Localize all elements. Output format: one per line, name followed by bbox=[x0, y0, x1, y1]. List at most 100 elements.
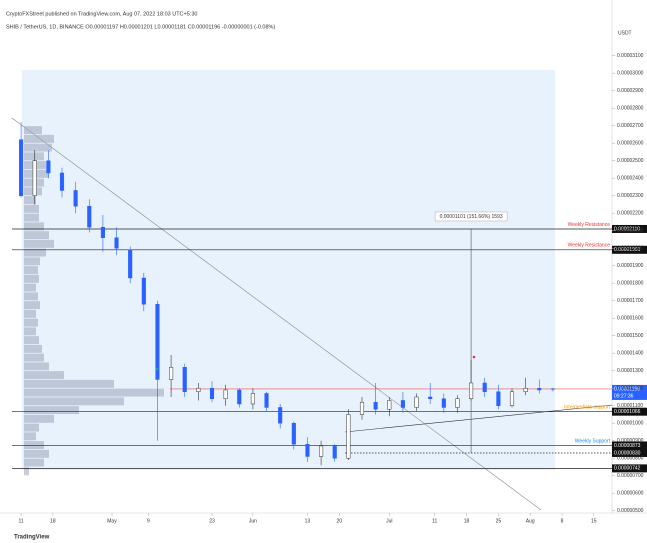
measure-label: 0.00001101 (151.66%) 1593 bbox=[440, 214, 503, 220]
y-tick-label: 0.00001600 bbox=[617, 316, 644, 322]
candle-body bbox=[196, 387, 201, 392]
y-tick-label: 0.00001100 bbox=[617, 403, 643, 409]
profile-bar bbox=[24, 231, 49, 240]
level-price-box bbox=[612, 245, 647, 254]
profile-bar bbox=[24, 309, 36, 318]
y-tick-label: 0.00002800 bbox=[617, 106, 644, 112]
x-tick-label: 18 bbox=[464, 518, 470, 524]
profile-bar bbox=[24, 371, 64, 380]
candle-body bbox=[169, 366, 174, 380]
y-tick-label: 0.00001900 bbox=[617, 263, 644, 269]
y-tick-label: 0.00002600 bbox=[617, 141, 644, 147]
candle-body bbox=[305, 443, 310, 457]
candle-body bbox=[523, 387, 528, 392]
profile-bar bbox=[24, 126, 42, 135]
x-tick-label: 20 bbox=[336, 518, 342, 524]
y-tick-label: 0.00002100 bbox=[617, 228, 644, 234]
profile-bar bbox=[24, 143, 52, 152]
profile-bar bbox=[24, 283, 36, 292]
level-price: 0.00002110 bbox=[614, 226, 640, 232]
x-tick-label: Jun bbox=[249, 518, 257, 524]
profile-bar bbox=[24, 397, 124, 406]
y-tick-label: 0.00002900 bbox=[617, 88, 644, 94]
level-price: 0.00001066 bbox=[614, 409, 641, 415]
candle-body bbox=[114, 237, 119, 249]
y-tick-label: 0.00000800 bbox=[617, 456, 644, 462]
profile-bar bbox=[24, 406, 79, 415]
profile-bar bbox=[24, 204, 39, 213]
profile-bar bbox=[24, 379, 114, 388]
profile-bar bbox=[24, 467, 29, 476]
profile-bar bbox=[24, 336, 39, 345]
profile-bar bbox=[24, 388, 164, 397]
candle-body bbox=[387, 400, 392, 410]
y-tick-label: 0.00000500 bbox=[617, 508, 644, 514]
y-tick-label: 0.00001200 bbox=[617, 386, 644, 392]
x-tick-label: 11 bbox=[18, 518, 23, 524]
y-tick-label: 0.00001400 bbox=[617, 351, 644, 357]
y-tick-label: 0.00003000 bbox=[617, 71, 644, 77]
candle-body bbox=[373, 401, 378, 410]
candle-body bbox=[414, 396, 419, 408]
x-tick-label: 11 bbox=[432, 518, 437, 524]
profile-bar bbox=[24, 353, 44, 362]
signal-dot bbox=[155, 367, 159, 371]
candle-body bbox=[428, 396, 433, 399]
candle-body bbox=[359, 401, 365, 415]
candle-body bbox=[496, 391, 501, 406]
y-tick-label: 0.00002700 bbox=[617, 123, 644, 129]
x-tick-label: 9 bbox=[147, 518, 150, 524]
x-tick-label: 8 bbox=[561, 518, 564, 524]
x-tick-label: 25 bbox=[496, 518, 502, 524]
x-tick-label: May bbox=[107, 518, 117, 524]
x-tick-label: Jul bbox=[386, 518, 392, 524]
candle-body bbox=[537, 387, 542, 391]
y-tick-label: 0.00002300 bbox=[617, 193, 644, 199]
profile-bar bbox=[24, 257, 40, 266]
currency: USDT bbox=[618, 30, 632, 36]
profile-bar bbox=[24, 292, 38, 301]
candle-body bbox=[46, 160, 51, 174]
last-price: 0.00001196 bbox=[614, 386, 640, 392]
y-tick-label: 0.00002200 bbox=[617, 211, 644, 217]
chart-title: SHIB / TetherUS, 1D, BINANCE O0.00001197… bbox=[6, 24, 275, 30]
profile-bar bbox=[24, 134, 54, 143]
signal-dot bbox=[472, 355, 476, 359]
profile-bar bbox=[24, 318, 38, 327]
profile-bar bbox=[24, 248, 46, 257]
profile-bar bbox=[24, 301, 40, 310]
candle-body bbox=[100, 226, 105, 238]
candle-body bbox=[319, 445, 324, 457]
level-price-box bbox=[612, 441, 647, 450]
y-tick-label: 0.00002400 bbox=[617, 176, 644, 182]
profile-bar bbox=[24, 423, 39, 432]
profile-bar bbox=[24, 344, 42, 353]
profile-bar bbox=[24, 432, 36, 441]
profile-bar bbox=[24, 414, 54, 423]
candle-body bbox=[332, 445, 337, 459]
y-tick-label: 0.00001300 bbox=[617, 368, 644, 374]
x-tick-label: Aug bbox=[526, 518, 535, 524]
x-tick-label: 18 bbox=[50, 518, 56, 524]
level-price: 0.00000830 bbox=[614, 450, 641, 456]
y-tick-label: 0.00003100 bbox=[617, 53, 644, 59]
candles bbox=[19, 122, 555, 466]
candle-body bbox=[400, 400, 405, 408]
y-tick-label: 0.00001500 bbox=[617, 333, 644, 339]
candle-body bbox=[469, 382, 474, 399]
y-tick-label: 0.00002500 bbox=[617, 158, 644, 164]
candle-body bbox=[128, 249, 133, 279]
candle-body bbox=[237, 389, 242, 405]
candle-body bbox=[223, 389, 228, 399]
level-price-box bbox=[612, 448, 647, 457]
y-tick-label: 0.00000900 bbox=[617, 438, 644, 444]
level-price-box bbox=[612, 464, 647, 473]
level-note: Weekly Resistance bbox=[568, 222, 611, 228]
candle-body bbox=[32, 160, 37, 196]
candle-body bbox=[59, 172, 65, 191]
profile-bar bbox=[24, 458, 44, 467]
candle-body bbox=[73, 190, 78, 207]
candle-body bbox=[155, 303, 160, 380]
